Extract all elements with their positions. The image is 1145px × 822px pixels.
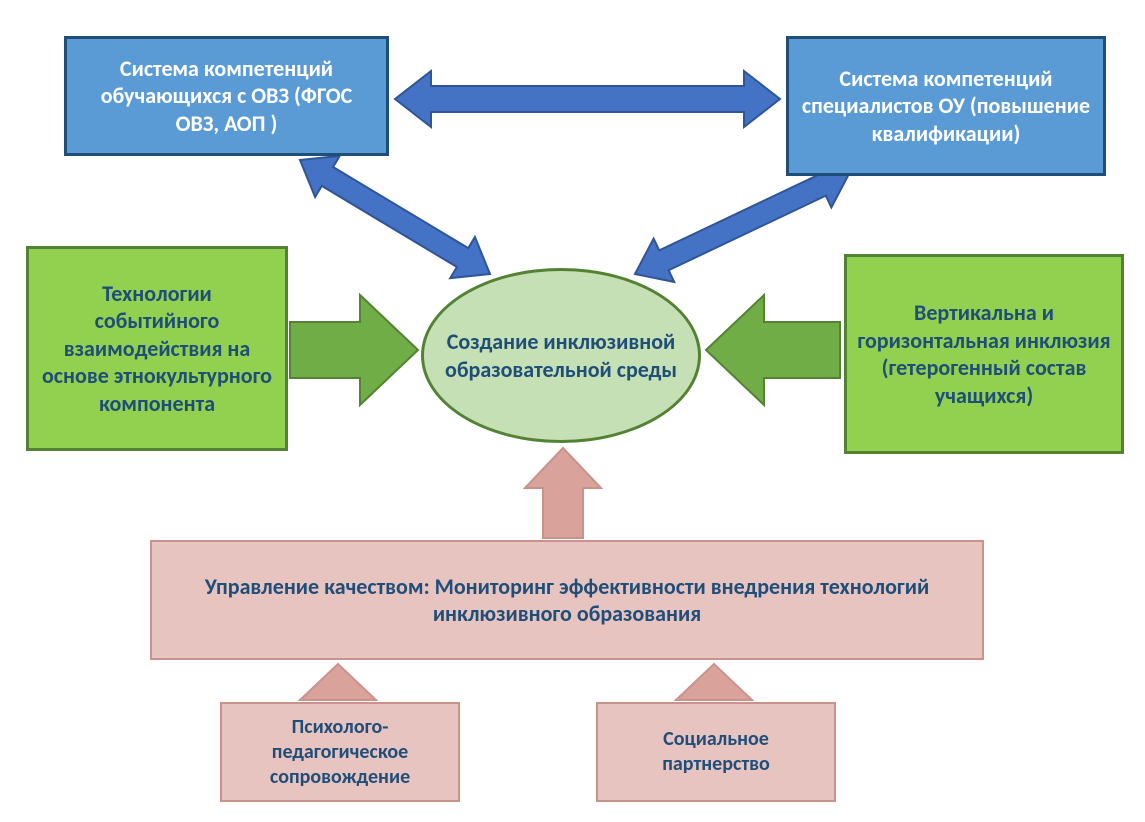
arrow-pink_up_right [676, 664, 752, 700]
node-right_green: Вертикальна и горизонтальная инклюзия (г… [844, 254, 1124, 454]
node-middle_pink-label: Управление качеством: Мониторинг эффекти… [162, 573, 972, 628]
node-bottom_left_pink: Психолого-педагогическое сопровождение [220, 702, 460, 802]
node-bottom_right_pink: Социальное партнерство [596, 702, 836, 802]
arrow-blue_diag_left [300, 156, 490, 278]
node-top_left: Система компетенций обучающихся с ОВЗ (Ф… [64, 36, 389, 156]
node-top_right: Система компетенций специалистов ОУ (пов… [786, 36, 1106, 176]
node-left_green-label: Технологии событийного взаимодействия на… [39, 280, 275, 418]
node-top_left-label: Система компетенций обучающихся с ОВЗ (Ф… [77, 55, 376, 138]
node-middle_pink: Управление качеством: Мониторинг эффекти… [150, 540, 984, 660]
arrow-blue_diag_right [635, 164, 850, 282]
arrow-blue_double_top [395, 71, 780, 127]
node-center-label: Создание инклюзивной образовательной сре… [434, 328, 688, 383]
node-top_right-label: Система компетенций специалистов ОУ (пов… [799, 65, 1093, 148]
arrow-green_right [290, 295, 418, 405]
node-center: Создание инклюзивной образовательной сре… [421, 268, 701, 443]
node-right_green-label: Вертикальна и горизонтальная инклюзия (г… [857, 299, 1111, 409]
arrow-pink_up_left [300, 664, 376, 700]
arrow-pink_up_center [525, 448, 601, 538]
node-bottom_right_pink-label: Социальное партнерство [608, 727, 824, 777]
node-left_green: Технологии событийного взаимодействия на… [26, 246, 288, 451]
node-bottom_left_pink-label: Психолого-педагогическое сопровождение [232, 715, 448, 790]
arrow-green_left [706, 295, 840, 405]
